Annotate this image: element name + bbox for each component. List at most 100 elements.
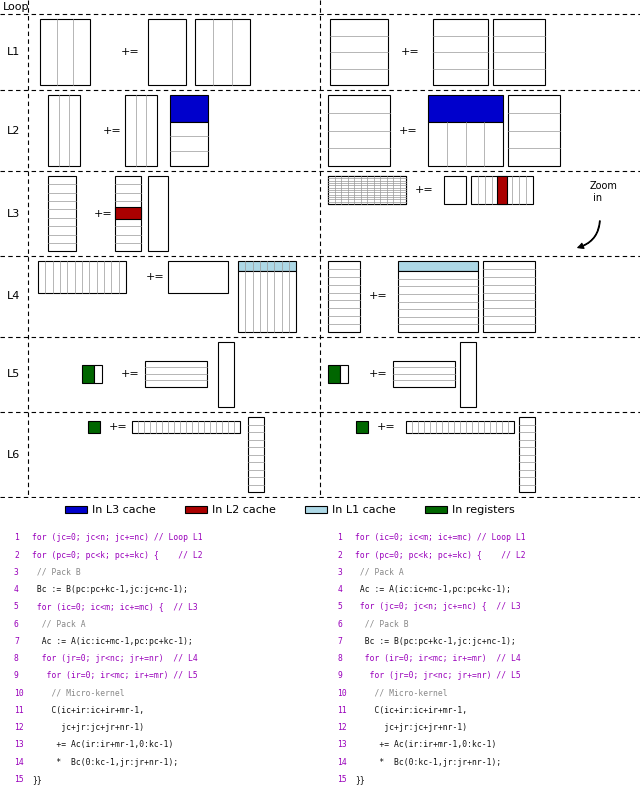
Text: In registers: In registers [452, 505, 515, 515]
Bar [238, 271, 296, 332]
Text: // Pack A: // Pack A [355, 568, 404, 577]
Bar [94, 365, 102, 383]
Bar [195, 19, 250, 85]
Text: for (jc=0; jc<n; jc+=nc) {  // L3: for (jc=0; jc<n; jc+=nc) { // L3 [355, 603, 521, 611]
Text: Ac := A(ic:ic+mc-1,pc:pc+kc-1);: Ac := A(ic:ic+mc-1,pc:pc+kc-1); [32, 637, 193, 646]
Text: +=: += [146, 272, 164, 283]
Text: 12: 12 [337, 724, 347, 732]
Text: +=: += [376, 422, 396, 432]
Text: jc+jr:jc+jr+nr-1): jc+jr:jc+jr+nr-1) [32, 724, 145, 732]
Text: *  Bc(0:kc-1,jr:jr+nr-1);: * Bc(0:kc-1,jr:jr+nr-1); [32, 758, 179, 767]
Text: +=: += [93, 209, 113, 219]
Text: 5: 5 [14, 603, 19, 611]
Bar [168, 261, 228, 294]
Bar [393, 361, 455, 387]
Text: 2: 2 [14, 551, 19, 560]
Text: +=: += [415, 185, 433, 195]
Bar [305, 506, 327, 513]
Text: for (ic=0; ic<m; ic+=mc) // Loop L1: for (ic=0; ic<m; ic+=mc) // Loop L1 [355, 533, 526, 542]
Text: }}: }} [32, 775, 42, 784]
Text: 6: 6 [337, 620, 342, 629]
Text: 3: 3 [337, 568, 342, 577]
Bar [65, 506, 87, 513]
Bar [497, 176, 507, 204]
Text: Bc := B(pc:pc+kc-1,jc:jc+nc-1);: Bc := B(pc:pc+kc-1,jc:jc+nc-1); [355, 637, 516, 646]
Text: 13: 13 [14, 740, 24, 749]
Bar [398, 261, 478, 271]
Bar [82, 365, 94, 383]
Text: for (jr=0; jr<nc; jr+=nr) // L5: for (jr=0; jr<nc; jr+=nr) // L5 [355, 672, 521, 681]
Bar [340, 365, 348, 383]
Bar [328, 176, 406, 204]
Bar [248, 417, 264, 493]
Text: for (ir=0; ir<mc; ir+=mr) // L5: for (ir=0; ir<mc; ir+=mr) // L5 [32, 672, 198, 681]
Bar [471, 176, 533, 204]
Bar [328, 176, 406, 204]
Bar [88, 421, 100, 433]
Bar [356, 421, 368, 433]
Bar [48, 176, 76, 252]
Text: +=: += [401, 47, 419, 57]
Bar [328, 365, 340, 383]
Text: Ac := A(ic:ic+mc-1,pc:pc+kc-1);: Ac := A(ic:ic+mc-1,pc:pc+kc-1); [355, 585, 511, 594]
Text: 4: 4 [14, 585, 19, 594]
Bar [38, 261, 126, 294]
Text: // Pack A: // Pack A [32, 620, 86, 629]
Text: L1: L1 [8, 47, 20, 57]
Text: 2: 2 [337, 551, 342, 560]
Text: +=: += [120, 47, 140, 57]
Bar [425, 506, 447, 513]
Bar [148, 19, 186, 85]
Text: 12: 12 [14, 724, 24, 732]
Text: 11: 11 [14, 706, 24, 715]
Text: C(ic+ir:ic+ir+mr-1,: C(ic+ir:ic+ir+mr-1, [355, 706, 468, 715]
Bar [148, 176, 168, 252]
Bar [115, 207, 141, 219]
Text: C(ic+ir:ic+ir+mr-1,: C(ic+ir:ic+ir+mr-1, [32, 706, 145, 715]
Bar [40, 19, 90, 85]
Bar [428, 96, 503, 122]
Bar [428, 122, 503, 166]
Text: for (ic=0; ic<m; ic+=mc) {  // L3: for (ic=0; ic<m; ic+=mc) { // L3 [32, 603, 198, 611]
Bar [493, 19, 545, 85]
Text: L5: L5 [8, 369, 20, 380]
Bar [218, 341, 234, 407]
Bar [483, 261, 535, 332]
Bar [398, 271, 478, 332]
Bar [330, 19, 388, 85]
Text: jc+jr:jc+jr+nr-1): jc+jr:jc+jr+nr-1) [355, 724, 468, 732]
Text: for (jc=0; jc<n; jc+=nc) // Loop L1: for (jc=0; jc<n; jc+=nc) // Loop L1 [32, 533, 203, 542]
Bar [185, 506, 207, 513]
Text: Loop: Loop [3, 2, 29, 12]
Bar [519, 417, 535, 493]
Text: L3: L3 [8, 209, 20, 219]
Text: 5: 5 [337, 603, 342, 611]
Text: 13: 13 [337, 740, 347, 749]
Text: 7: 7 [337, 637, 342, 646]
Text: 9: 9 [14, 672, 19, 681]
Text: L6: L6 [8, 450, 20, 460]
Text: for (ir=0; ir<mc; ir+=mr)  // L4: for (ir=0; ir<mc; ir+=mr) // L4 [355, 654, 521, 663]
Text: 4: 4 [337, 585, 342, 594]
Text: 6: 6 [14, 620, 19, 629]
Text: 8: 8 [14, 654, 19, 663]
Text: +=: += [399, 126, 417, 135]
Bar [145, 361, 207, 387]
Text: Bc := B(pc:pc+kc-1,jc:jc+nc-1);: Bc := B(pc:pc+kc-1,jc:jc+nc-1); [32, 585, 188, 594]
Text: In L3 cache: In L3 cache [92, 505, 156, 515]
Bar [170, 122, 208, 166]
Text: // Micro-kernel: // Micro-kernel [32, 689, 125, 697]
Text: 8: 8 [337, 654, 342, 663]
Bar [132, 421, 240, 433]
Text: 10: 10 [14, 689, 24, 697]
Text: // Pack B: // Pack B [355, 620, 409, 629]
Text: +=: += [369, 369, 387, 380]
Text: Zoom
 in: Zoom in [590, 181, 618, 202]
Bar [328, 261, 360, 332]
Text: 10: 10 [337, 689, 347, 697]
Text: +=: += [102, 126, 122, 135]
Text: }}: }} [355, 775, 365, 784]
Bar [238, 261, 296, 271]
Bar [170, 96, 208, 122]
Text: 11: 11 [337, 706, 347, 715]
